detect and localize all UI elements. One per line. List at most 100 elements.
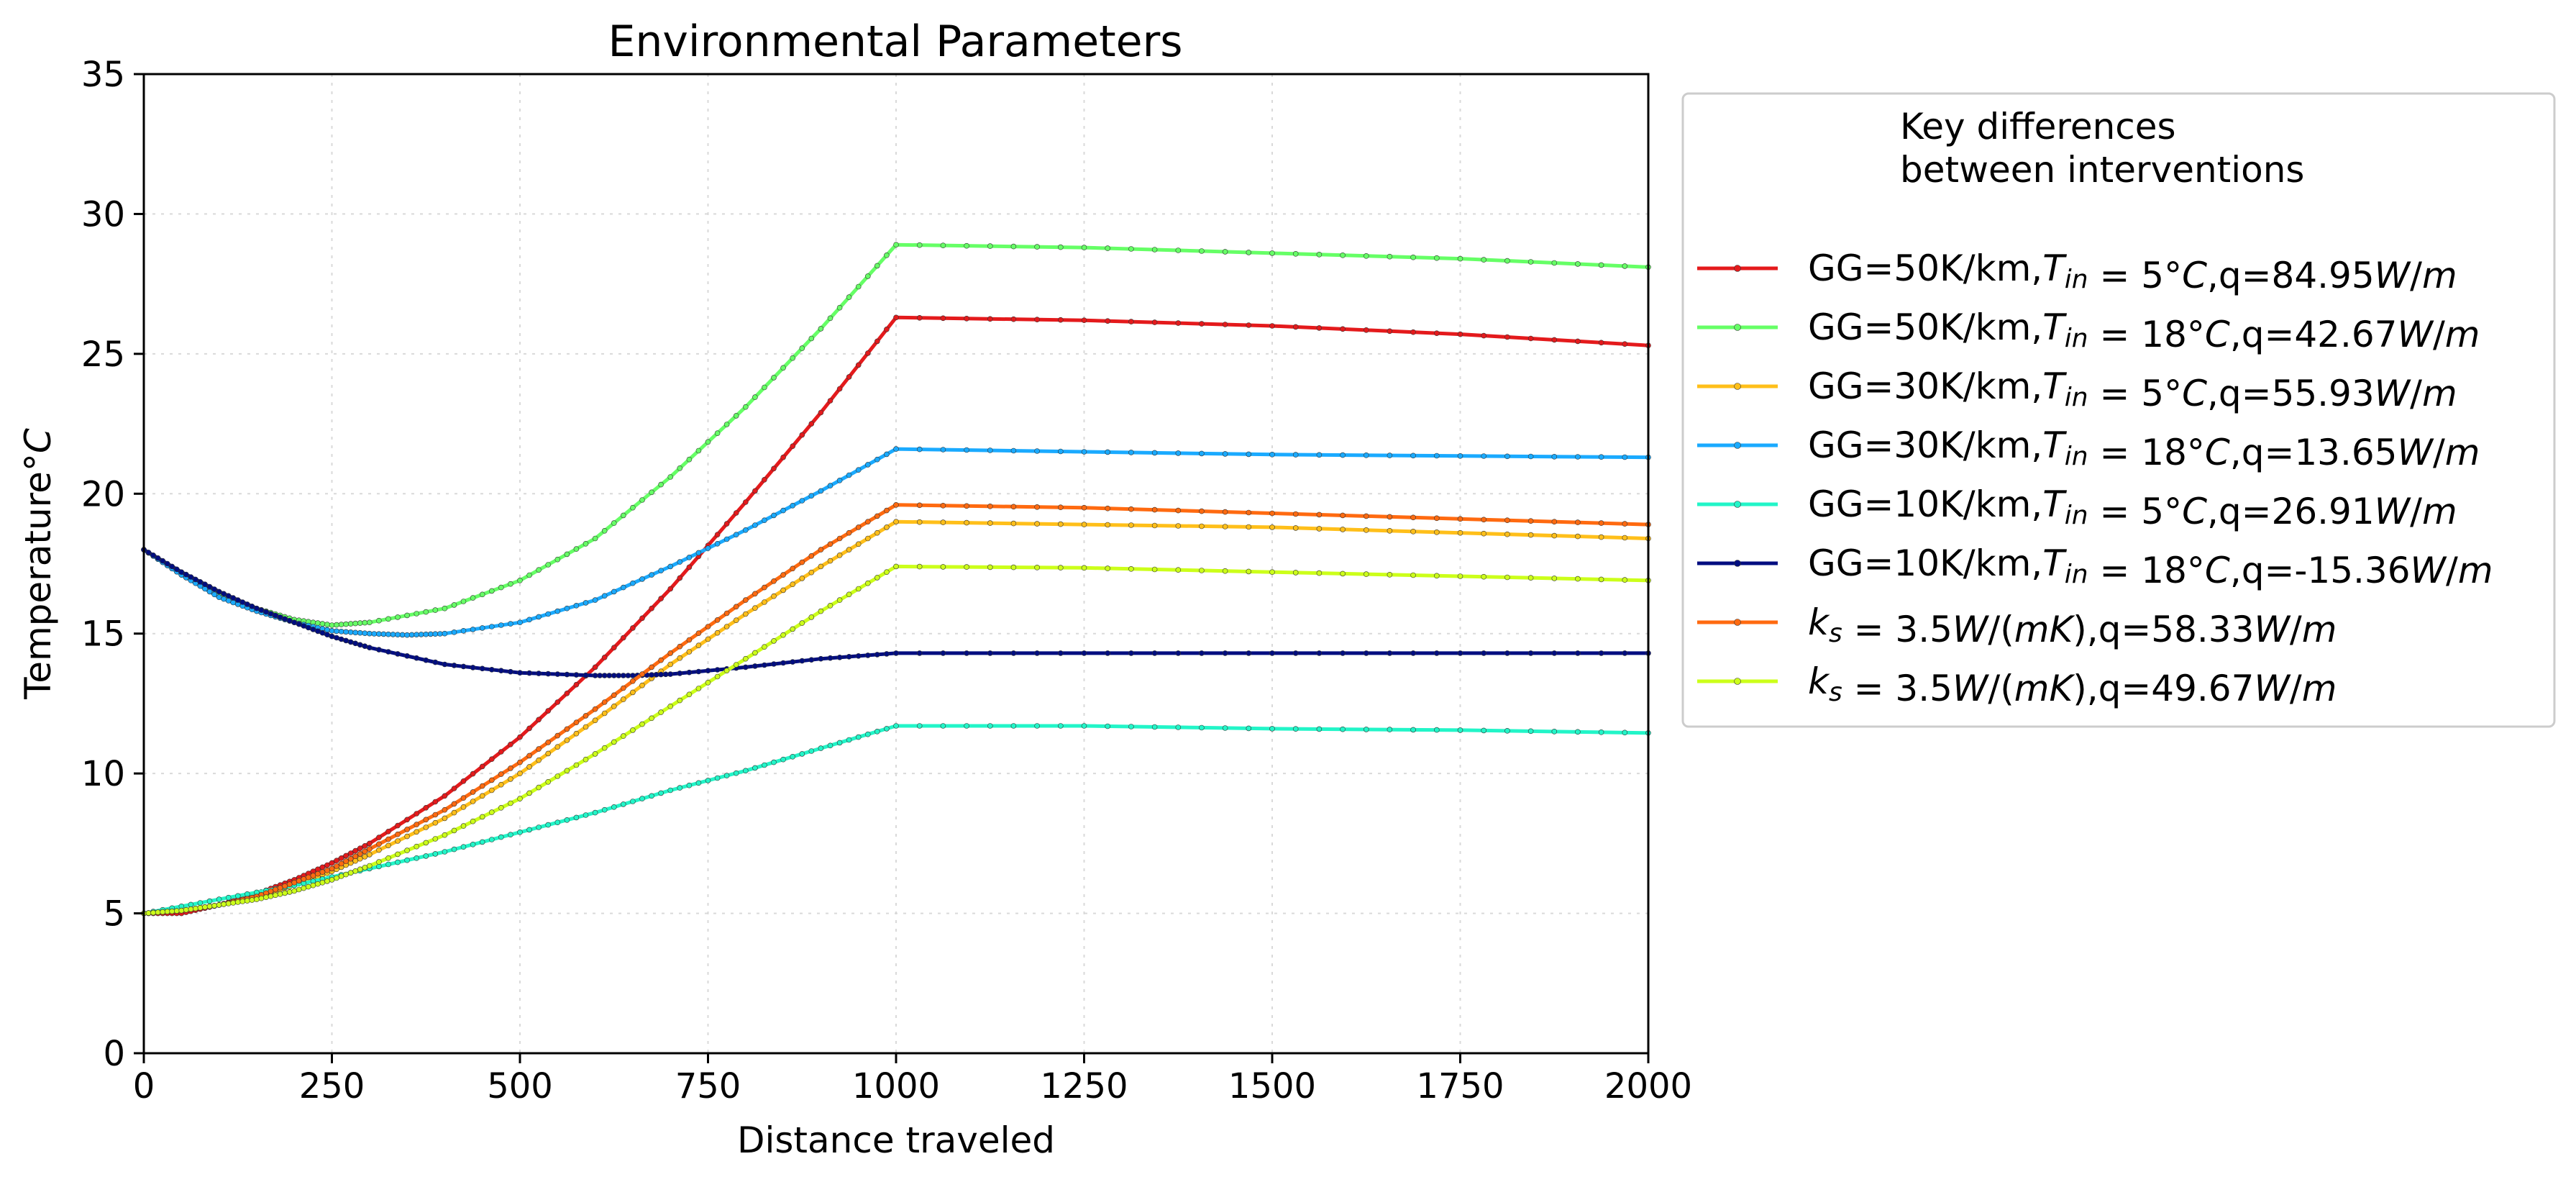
series-point	[799, 498, 805, 504]
series-point	[526, 572, 532, 578]
series-point	[357, 642, 363, 648]
series-point	[987, 447, 993, 453]
series-point	[705, 545, 711, 551]
series-point	[460, 804, 467, 810]
series-point	[324, 627, 330, 633]
series-point	[437, 631, 443, 637]
series-point	[1481, 573, 1486, 580]
series-point	[277, 885, 283, 891]
series-point	[545, 708, 552, 714]
series-point	[799, 559, 805, 565]
series-point	[366, 863, 373, 869]
series-point	[884, 326, 890, 332]
series-point	[639, 576, 645, 582]
series-point	[780, 454, 786, 460]
series-point	[526, 790, 532, 796]
series-point	[658, 657, 664, 663]
series-point	[649, 572, 654, 578]
series-point	[451, 801, 457, 807]
series-point	[1222, 725, 1228, 731]
series-point	[1010, 520, 1017, 527]
series-point	[630, 504, 636, 511]
series-point	[1246, 725, 1252, 732]
series-point	[263, 609, 269, 615]
series-point	[1316, 526, 1323, 532]
series-point	[329, 633, 335, 640]
series-point	[884, 451, 890, 458]
series-point	[1340, 326, 1346, 332]
series-point	[338, 873, 344, 879]
series-point	[362, 643, 368, 650]
series-point	[432, 812, 439, 818]
series-5	[141, 723, 1651, 917]
series-point	[667, 563, 674, 570]
series-point	[1316, 570, 1323, 576]
series-point	[601, 806, 608, 813]
series-point	[414, 843, 420, 850]
legend-item: GG=10K/km,Tin = 18°C,q=-15.36W/m	[1697, 542, 2493, 591]
series-point	[517, 770, 523, 776]
series-point	[1010, 650, 1017, 656]
series-point	[211, 591, 217, 598]
series-point	[1434, 255, 1440, 261]
series-point	[855, 467, 862, 473]
series-point	[1269, 510, 1275, 517]
series-point	[366, 852, 373, 858]
series-point	[554, 699, 561, 705]
series-point	[470, 627, 476, 632]
series-point	[620, 673, 626, 678]
series-point	[723, 610, 730, 617]
series-point	[818, 745, 824, 751]
series-point	[705, 679, 711, 686]
series-point	[940, 315, 946, 322]
series-point	[169, 908, 175, 914]
series-point	[790, 565, 795, 572]
series-point	[884, 651, 890, 657]
series-point	[395, 822, 401, 829]
series-point	[649, 672, 654, 678]
series-point	[225, 593, 232, 599]
series-point	[583, 724, 589, 730]
series-point	[1387, 453, 1393, 458]
series-point	[714, 430, 721, 437]
series-point	[677, 655, 683, 661]
series-point	[916, 314, 923, 321]
series-point	[414, 829, 420, 835]
series-point	[1622, 341, 1628, 347]
series-point	[855, 541, 862, 547]
series-point	[592, 706, 598, 712]
series-point	[1364, 727, 1369, 732]
series-point	[451, 809, 457, 816]
series-point	[1387, 253, 1393, 260]
series-point	[658, 596, 664, 601]
series-point	[1457, 453, 1463, 459]
series-point	[315, 620, 321, 626]
series-point	[667, 586, 674, 592]
series-point	[743, 768, 749, 774]
series-point	[630, 678, 636, 684]
series-point	[1034, 504, 1040, 510]
series-point	[1575, 519, 1581, 525]
y-tick-label: 35	[81, 55, 125, 95]
series-point	[1434, 330, 1440, 337]
series-point	[1269, 451, 1275, 458]
series-point	[1058, 504, 1064, 511]
series-point	[338, 636, 344, 642]
series-point	[1316, 726, 1323, 732]
series-point	[893, 446, 899, 452]
series-point	[564, 726, 570, 732]
series-point	[1128, 565, 1134, 572]
series-point	[964, 503, 969, 509]
series-point	[808, 335, 815, 342]
series-point	[611, 520, 617, 526]
series-point	[620, 801, 626, 807]
series-point	[592, 535, 598, 542]
series-point	[470, 842, 476, 847]
series-point	[385, 829, 391, 835]
series-point	[188, 901, 194, 908]
series-point	[414, 822, 420, 827]
series-point	[733, 510, 739, 516]
series-point	[1434, 650, 1440, 656]
series-point	[488, 837, 495, 842]
series-point	[282, 890, 288, 896]
